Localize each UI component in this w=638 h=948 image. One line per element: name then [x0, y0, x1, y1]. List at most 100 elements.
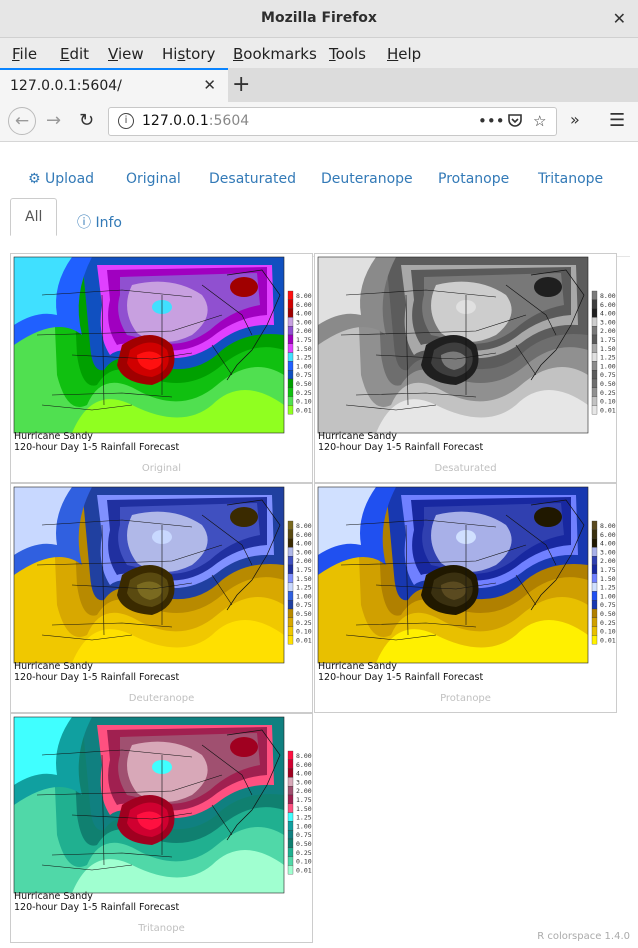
legend-tick-label: 1.75: [296, 566, 312, 574]
legend-tick-label: 0.50: [600, 380, 616, 388]
menu-view[interactable]: View: [108, 45, 144, 63]
legend-tick-label: 8.00: [296, 752, 312, 760]
rainfall-map-panel: 8.00 6.00 4.00 3.00 2.00 1.75 1.50 1.25 1.00 0.75…: [10, 253, 313, 483]
legend-tick-label: 1.25: [600, 354, 616, 362]
close-tab-icon[interactable]: ✕: [203, 76, 216, 94]
tab-label: 127.0.0.1:5604/: [10, 78, 122, 94]
address-url: 127.0.0.1:5604: [142, 113, 250, 129]
legend-tick-label: 1.50: [296, 575, 312, 583]
hamburger-menu-icon[interactable]: ☰: [609, 110, 626, 131]
reload-icon[interactable]: ↻: [79, 110, 95, 131]
map-title: Hurricane Sandy: [14, 431, 93, 442]
menu-help[interactable]: Help: [387, 45, 422, 63]
map-subtitle: 120-hour Day 1-5 Rainfall Forecast: [318, 672, 484, 683]
legend-tick-label: 3.00: [296, 318, 312, 326]
legend-tick-label: 2.00: [296, 557, 312, 565]
tab-original[interactable]: Original: [126, 171, 181, 187]
legend-tick-label: 0.10: [600, 398, 616, 406]
legend-tick-label: 0.50: [600, 610, 616, 618]
upload-link[interactable]: ⚙ Upload: [28, 171, 95, 187]
address-bar[interactable]: i 127.0.0.1:5604 ••• ☆: [108, 107, 557, 136]
info-link[interactable]: ⓘ Info: [77, 215, 122, 231]
legend-tick-label: 0.50: [296, 840, 312, 848]
tab-desaturated[interactable]: Desaturated: [209, 171, 296, 187]
tab-tritanope[interactable]: Tritanope: [538, 171, 604, 187]
map-subtitle: 120-hour Day 1-5 Rainfall Forecast: [14, 672, 180, 683]
legend-tick-label: 8.00: [296, 522, 312, 530]
rainfall-map-image: 8.006.004.003.002.001.751.501.251.000.75…: [13, 256, 312, 434]
map-title: Hurricane Sandy: [14, 661, 93, 672]
panel-caption: Desaturated: [434, 463, 497, 474]
rainfall-map-image: 8.006.004.003.002.001.751.501.251.000.75…: [317, 486, 616, 664]
legend-tick-label: 8.00: [296, 292, 312, 300]
legend-tick-label: 6.00: [600, 301, 616, 309]
rainfall-map-image: 8.006.004.003.002.001.751.501.251.000.75…: [13, 486, 312, 664]
legend-tick-label: 0.75: [600, 371, 616, 379]
rainfall-map-panel: 8.00 6.00 4.00 3.00 2.00 1.75 1.50 1.25 1.00 0.75…: [314, 253, 617, 483]
window-titlebar: Mozilla Firefox ✕: [0, 0, 638, 38]
legend-tick-label: 1.00: [296, 362, 312, 370]
tab-active[interactable]: 127.0.0.1:5604/ ✕: [0, 68, 228, 102]
pocket-icon[interactable]: [507, 112, 523, 132]
rainfall-map-panel: 8.00 6.00 4.00 3.00 2.00 1.75 1.50 1.25 1.00 0.75…: [10, 713, 313, 943]
info-icon: ⓘ: [77, 215, 91, 231]
legend-tick-label: 0.10: [296, 398, 312, 406]
legend-tick-label: 0.75: [296, 601, 312, 609]
legend-tick-label: 1.75: [600, 336, 616, 344]
legend-tick-label: 1.75: [296, 336, 312, 344]
back-arrow-icon[interactable]: ←: [8, 107, 36, 135]
legend-tick-label: 0.25: [296, 389, 312, 397]
legend-tick-label: 1.50: [296, 345, 312, 353]
legend-tick-label: 0.10: [296, 628, 312, 636]
legend-tick-label: 1.00: [600, 592, 616, 600]
navigation-toolbar: ← → ↻ i 127.0.0.1:5604 ••• ☆ » ☰: [0, 102, 638, 142]
legend-tick-label: 0.25: [296, 849, 312, 857]
legend-tick-label: 0.75: [600, 601, 616, 609]
rainfall-map-panel: 8.00 6.00 4.00 3.00 2.00 1.75 1.50 1.25 1.00 0.75…: [10, 483, 313, 713]
legend-tick-label: 1.25: [296, 354, 312, 362]
tab-all[interactable]: All: [10, 198, 58, 236]
legend-tick-label: 2.00: [600, 327, 616, 335]
menu-tools[interactable]: Tools: [329, 45, 366, 63]
legend-tick-label: 2.00: [296, 787, 312, 795]
legend-tick-label: 0.01: [296, 406, 312, 414]
menu-bookmarks[interactable]: Bookmarks: [233, 45, 317, 63]
tab-deuteranope[interactable]: Deuteranope: [321, 171, 413, 187]
page-actions-icon[interactable]: •••: [478, 112, 505, 130]
page-content: ⚙ Upload Original Desaturated Deuteranop…: [0, 142, 638, 948]
map-title: Hurricane Sandy: [318, 661, 397, 672]
legend-tick-label: 1.00: [600, 362, 616, 370]
legend-tick-label: 0.25: [600, 619, 616, 627]
legend-tick-label: 6.00: [296, 301, 312, 309]
legend-tick-label: 3.00: [600, 318, 616, 326]
forward-arrow-icon[interactable]: →: [46, 110, 62, 131]
legend-tick-label: 8.00: [600, 522, 616, 530]
legend-tick-label: 2.00: [600, 557, 616, 565]
menu-edit[interactable]: Edit: [60, 45, 90, 63]
legend-tick-label: 0.75: [296, 831, 312, 839]
new-tab-icon[interactable]: +: [232, 72, 251, 97]
overflow-menu-icon[interactable]: »: [570, 110, 580, 129]
close-window-icon[interactable]: ✕: [612, 9, 626, 28]
tab-protanope[interactable]: Protanope: [438, 171, 510, 187]
menu-file[interactable]: File: [12, 45, 38, 63]
legend-tick-label: 8.00: [600, 292, 616, 300]
map-title: Hurricane Sandy: [318, 431, 397, 442]
legend-tick-label: 0.50: [296, 610, 312, 618]
legend-tick-label: 4.00: [600, 310, 616, 318]
bookmark-star-icon[interactable]: ☆: [533, 112, 547, 130]
legend-tick-label: 0.25: [296, 619, 312, 627]
map-subtitle: 120-hour Day 1-5 Rainfall Forecast: [14, 902, 180, 913]
legend-tick-label: 0.01: [296, 866, 312, 874]
legend-tick-label: 1.50: [600, 345, 616, 353]
legend-tick-label: 1.00: [296, 822, 312, 830]
legend-tick-label: 1.25: [296, 584, 312, 592]
menu-history[interactable]: History: [162, 45, 216, 63]
panel-caption: Deuteranope: [128, 693, 195, 704]
rainfall-map-image: 8.006.004.003.002.001.751.501.251.000.75…: [317, 256, 616, 434]
site-info-icon[interactable]: i: [118, 113, 134, 129]
legend-tick-label: 6.00: [296, 761, 312, 769]
legend-tick-label: 3.00: [296, 548, 312, 556]
legend-tick-label: 0.10: [296, 858, 312, 866]
legend-tick-label: 6.00: [296, 531, 312, 539]
